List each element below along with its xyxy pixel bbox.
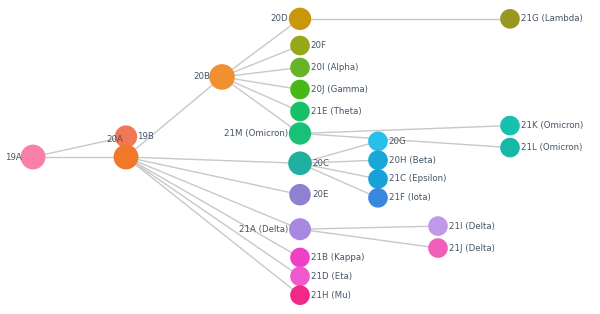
Text: 21H (Mu): 21H (Mu) xyxy=(311,291,350,300)
Text: 20I (Alpha): 20I (Alpha) xyxy=(311,63,358,72)
Point xyxy=(295,43,305,48)
Point xyxy=(295,65,305,70)
Point xyxy=(295,131,305,136)
Text: 21L (Omicron): 21L (Omicron) xyxy=(521,143,582,152)
Text: 20A: 20A xyxy=(107,135,124,144)
Text: 20G: 20G xyxy=(389,137,407,146)
Point xyxy=(295,227,305,232)
Text: 19B: 19B xyxy=(137,132,154,141)
Text: 21C (Epsilon): 21C (Epsilon) xyxy=(389,175,446,183)
Text: 21D (Eta): 21D (Eta) xyxy=(311,272,352,281)
Point xyxy=(217,74,227,79)
Point xyxy=(295,274,305,279)
Point xyxy=(295,161,305,166)
Text: 20J (Gamma): 20J (Gamma) xyxy=(311,85,368,94)
Text: 19A: 19A xyxy=(5,153,22,161)
Point xyxy=(373,139,383,144)
Text: 21E (Theta): 21E (Theta) xyxy=(311,107,361,116)
Text: 21G (Lambda): 21G (Lambda) xyxy=(521,14,583,23)
Text: 21K (Omicron): 21K (Omicron) xyxy=(521,121,583,130)
Point xyxy=(373,158,383,163)
Text: 21J (Delta): 21J (Delta) xyxy=(449,244,494,252)
Point xyxy=(121,154,131,160)
Text: 20F: 20F xyxy=(311,41,327,50)
Point xyxy=(295,87,305,92)
Point xyxy=(373,176,383,181)
Point xyxy=(505,123,515,128)
Point xyxy=(295,16,305,21)
Point xyxy=(505,16,515,21)
Point xyxy=(295,192,305,197)
Point xyxy=(121,134,131,139)
Text: 20H (Beta): 20H (Beta) xyxy=(389,156,436,165)
Point xyxy=(295,293,305,298)
Point xyxy=(505,145,515,150)
Text: 20C: 20C xyxy=(312,159,329,168)
Point xyxy=(373,195,383,200)
Text: 20E: 20E xyxy=(312,190,329,199)
Text: 21A (Delta): 21A (Delta) xyxy=(239,225,288,234)
Point xyxy=(433,224,443,229)
Point xyxy=(295,109,305,114)
Text: 21F (Iota): 21F (Iota) xyxy=(389,193,431,202)
Text: 20D: 20D xyxy=(271,14,288,23)
Text: 20B: 20B xyxy=(193,73,210,81)
Point xyxy=(433,246,443,251)
Point xyxy=(295,255,305,260)
Text: 21I (Delta): 21I (Delta) xyxy=(449,222,494,230)
Point xyxy=(28,154,38,160)
Text: 21M (Omicron): 21M (Omicron) xyxy=(224,129,288,138)
Text: 21B (Kappa): 21B (Kappa) xyxy=(311,253,364,262)
